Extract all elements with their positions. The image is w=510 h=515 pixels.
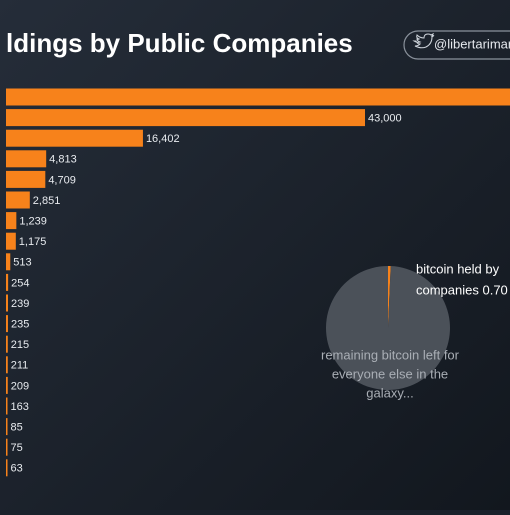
bar bbox=[6, 253, 11, 271]
bar bbox=[6, 170, 46, 188]
bar bbox=[6, 397, 8, 415]
value-label: 215 bbox=[11, 339, 29, 351]
value-label: 163 bbox=[11, 401, 29, 413]
bar bbox=[6, 335, 8, 353]
bar bbox=[6, 438, 8, 456]
value-label: 43,000 bbox=[368, 113, 402, 125]
slice-label: everyone else in the bbox=[332, 366, 448, 381]
bar bbox=[6, 150, 47, 168]
value-label: 4,813 bbox=[49, 154, 77, 166]
bar bbox=[6, 376, 8, 394]
bar bbox=[6, 191, 30, 209]
value-label: 211 bbox=[11, 360, 29, 372]
value-label: 239 bbox=[11, 298, 29, 310]
value-label: 1,239 bbox=[19, 216, 47, 228]
bar bbox=[6, 129, 143, 147]
bar bbox=[6, 109, 365, 127]
value-label: 85 bbox=[11, 422, 23, 434]
value-label: 513 bbox=[13, 257, 31, 269]
bar bbox=[6, 232, 16, 250]
bar bbox=[6, 459, 8, 477]
value-label: 254 bbox=[11, 277, 29, 289]
slice-label: bitcoin held by bbox=[416, 261, 500, 276]
value-label: 4,709 bbox=[48, 174, 76, 186]
pie-slice bbox=[388, 266, 391, 328]
slice-label: companies 0.70 bbox=[416, 282, 508, 297]
value-label: 75 bbox=[11, 442, 23, 454]
value-label: 63 bbox=[11, 463, 23, 475]
value-label: 2,851 bbox=[33, 195, 61, 207]
handle-box bbox=[403, 30, 510, 60]
bar bbox=[6, 212, 17, 230]
bar bbox=[6, 356, 8, 374]
value-label: 235 bbox=[11, 319, 29, 331]
twitter-icon bbox=[412, 32, 435, 49]
handle: @libertariman bbox=[434, 36, 510, 51]
slice-label: galaxy... bbox=[366, 385, 413, 400]
bar bbox=[6, 294, 8, 312]
pie-slice bbox=[325, 266, 450, 390]
bar bbox=[6, 418, 8, 436]
bar bbox=[6, 315, 8, 333]
bar bbox=[6, 273, 9, 291]
slice-label: remaining bitcoin left for bbox=[321, 347, 460, 362]
value-label: 1,175 bbox=[19, 236, 47, 248]
value-label: 209 bbox=[11, 380, 29, 392]
chart-title: ldings by Public Companies bbox=[6, 28, 353, 58]
bar bbox=[6, 88, 510, 106]
value-label: 16,402 bbox=[146, 133, 180, 145]
